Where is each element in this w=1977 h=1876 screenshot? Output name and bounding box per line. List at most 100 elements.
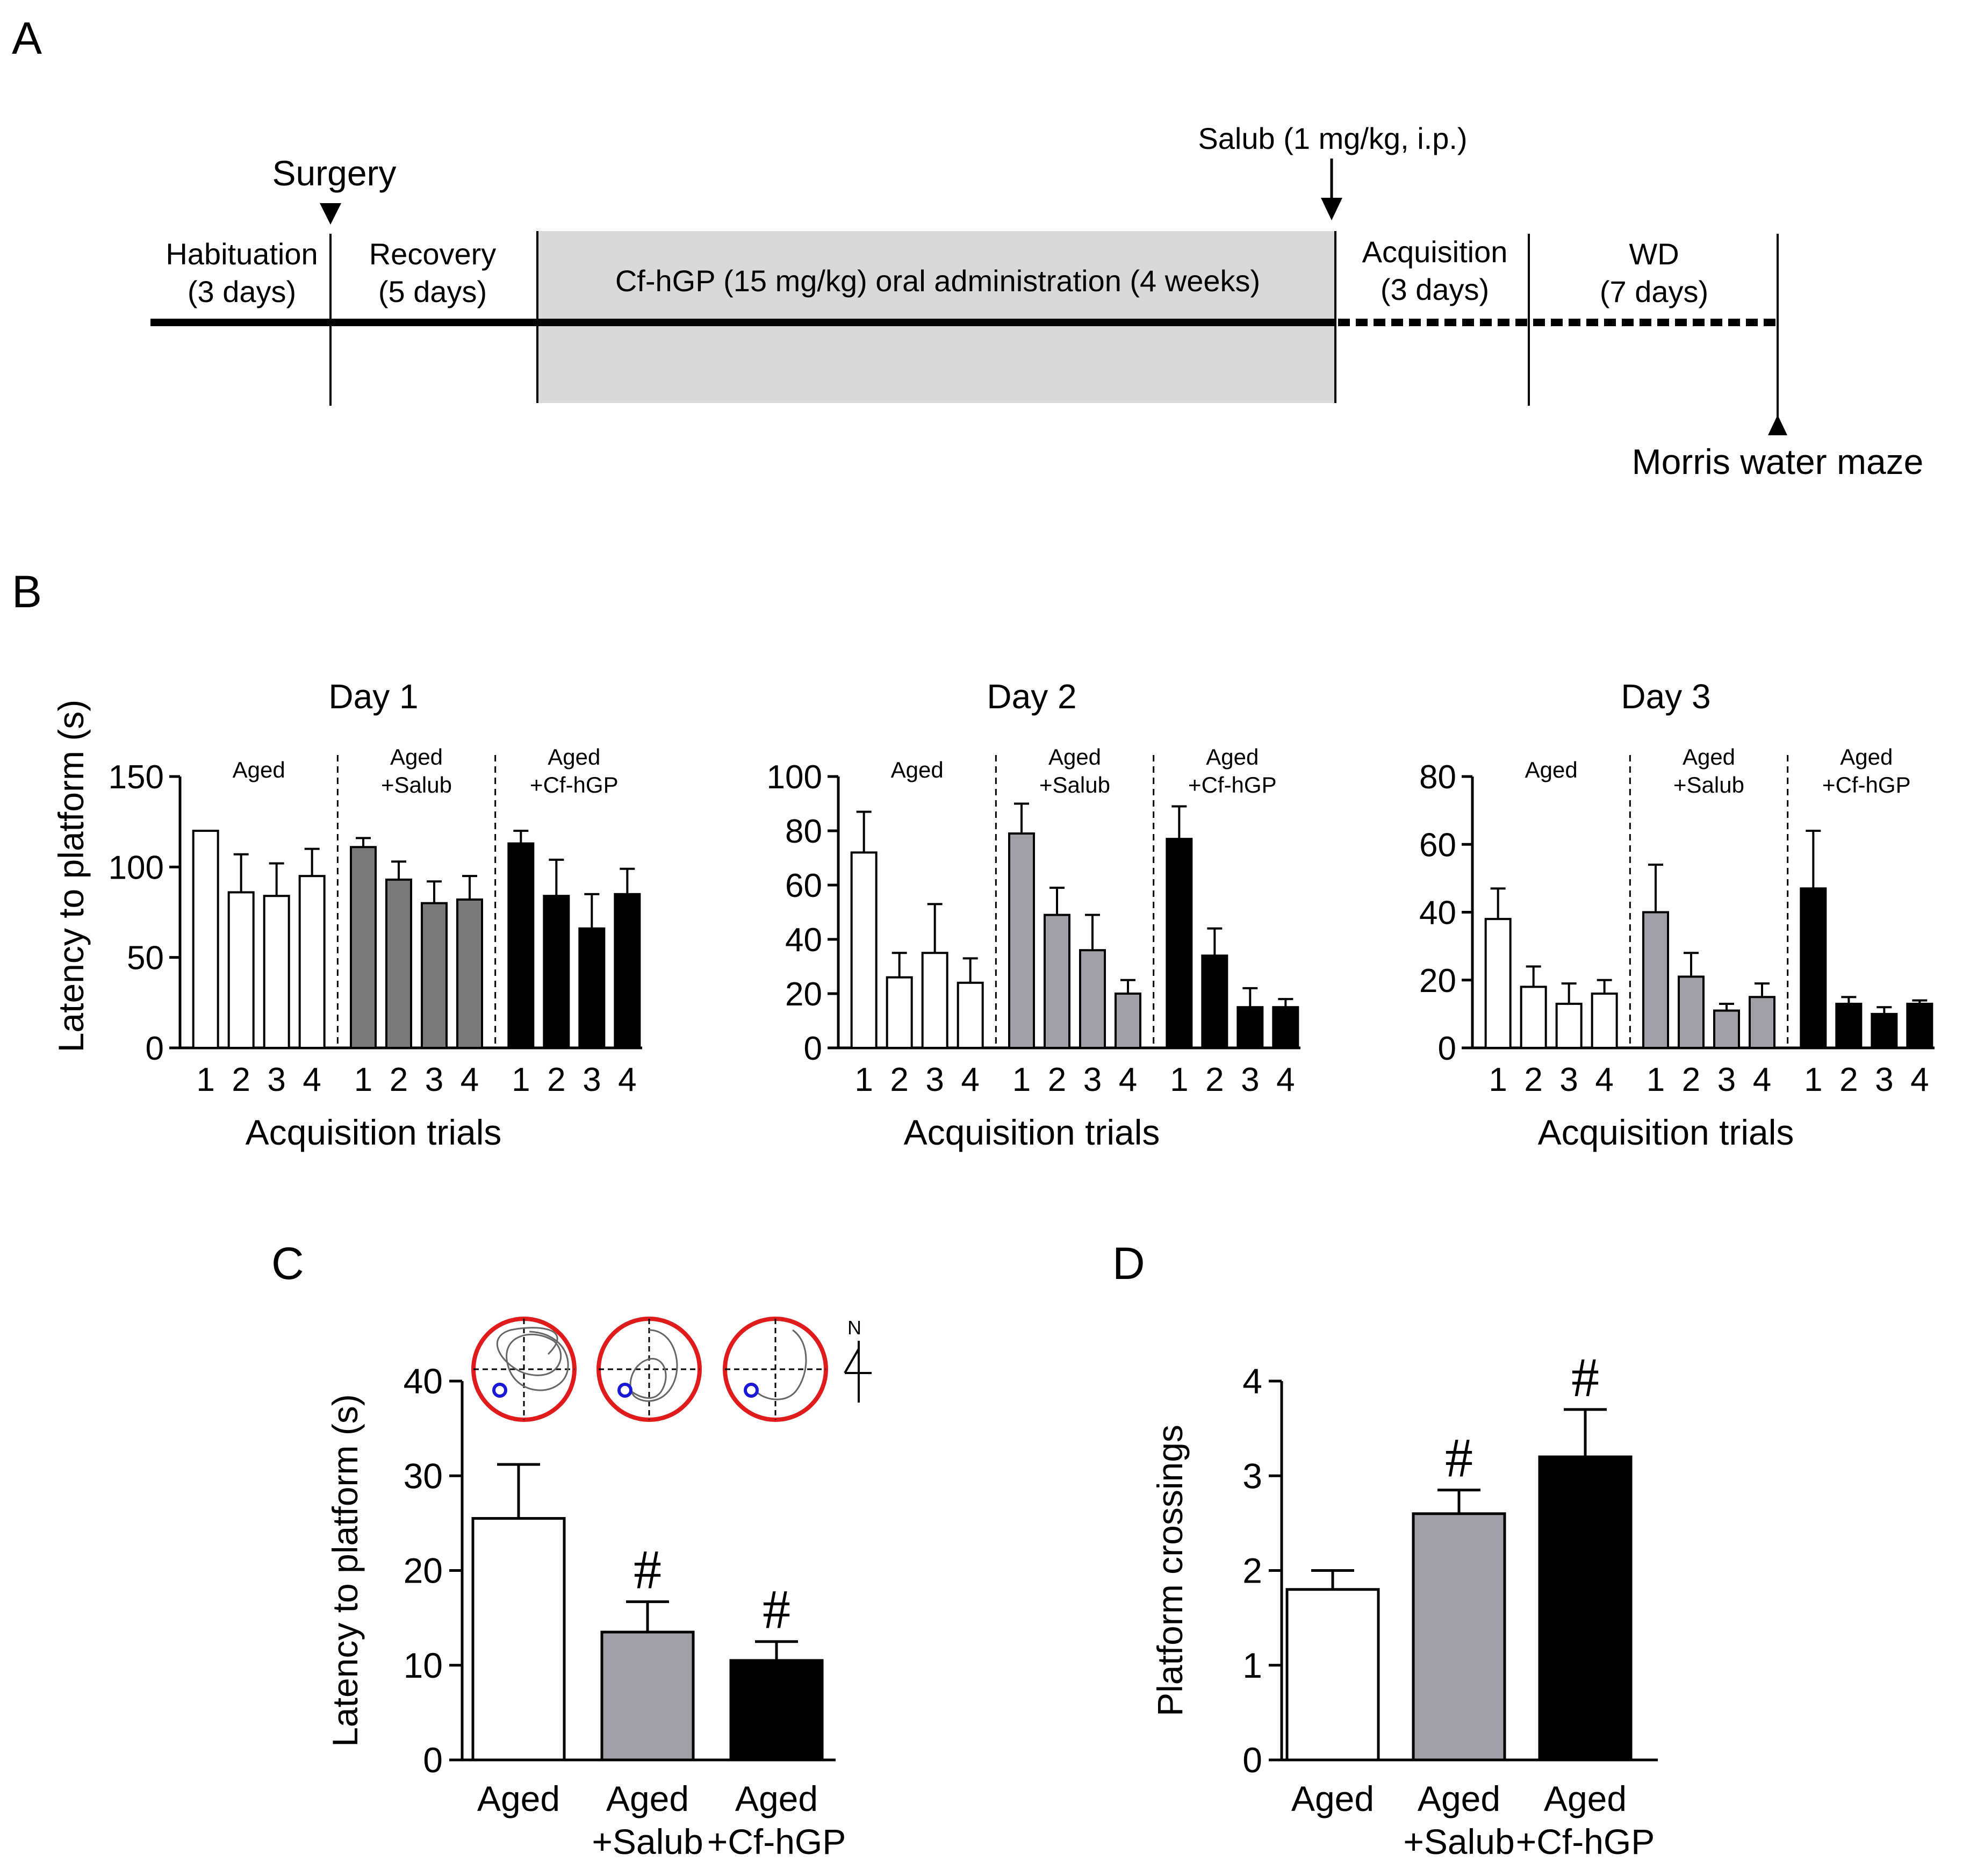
phase-wd-name: WD (1629, 237, 1679, 271)
bar (385, 878, 412, 1050)
bar (1520, 986, 1547, 1049)
platform-marker (744, 1383, 759, 1398)
bar (1835, 1002, 1863, 1049)
x-tick-label: Aged (1544, 1779, 1627, 1819)
x-tick-label: 3 (267, 1061, 285, 1098)
panel-b-y-axis-label: Latency to platform (s) (51, 700, 91, 1053)
panel-letter-d: D (1112, 1238, 1145, 1289)
bar (1800, 887, 1827, 1049)
x-tick-label: 1 (1647, 1061, 1665, 1098)
x-axis-label: Acquisition trials (1538, 1112, 1794, 1152)
bar (1713, 1009, 1740, 1049)
x-axis-label: Acquisition trials (904, 1112, 1160, 1152)
swim-path-salub (596, 1317, 702, 1422)
phase-wd-duration: (7 days) (1600, 275, 1708, 308)
x-tick-label: 1 (854, 1061, 873, 1098)
x-tick-label: 1 (512, 1061, 530, 1098)
x-tick-label: 4 (1753, 1061, 1771, 1098)
y-tick-label: 60 (1419, 826, 1456, 864)
x-tick-label: 2 (1205, 1061, 1224, 1098)
x-tick-label: 2 (1682, 1061, 1700, 1098)
compass-north-label: N (847, 1317, 861, 1339)
group-label: Aged (1840, 744, 1893, 770)
y-tick-label: 0 (146, 1030, 164, 1067)
bar (614, 893, 641, 1050)
x-tick-label: 4 (1276, 1061, 1295, 1098)
bar (1591, 993, 1618, 1049)
bar (471, 1517, 566, 1762)
significance-marker: # (1571, 1347, 1599, 1408)
x-tick-label: Aged (735, 1779, 818, 1819)
x-tick-label: 4 (461, 1061, 479, 1098)
x-tick-label: Aged (477, 1779, 560, 1819)
x-tick-label: 4 (303, 1061, 321, 1098)
x-tick-sublabel: +Salub (1403, 1822, 1514, 1861)
bar (192, 830, 219, 1049)
x-tick-label: Aged (1291, 1779, 1374, 1819)
bar (1166, 838, 1193, 1050)
x-tick-label: 1 (1170, 1061, 1188, 1098)
group-sublabel: +Cf-hGP (530, 772, 619, 797)
bar (1538, 1455, 1633, 1762)
y-tick-label: 150 (109, 759, 164, 796)
y-axis-label: Platform crossings (1150, 1425, 1190, 1716)
bar (578, 927, 606, 1050)
bar (1044, 914, 1070, 1050)
compass-pointer (844, 1348, 860, 1374)
bar (1678, 975, 1705, 1049)
bar (1412, 1512, 1506, 1762)
chart-title: Day 2 (987, 677, 1076, 716)
bar (886, 976, 913, 1049)
timeline: Surgery Salub (1 mg/kg, i.p.) Morris wat… (150, 121, 1923, 481)
mwm-arrow-icon (1768, 415, 1787, 435)
y-tick-label: 4 (1242, 1361, 1262, 1401)
chart-title: Day 1 (328, 677, 418, 716)
x-tick-label: Aged (1418, 1779, 1500, 1819)
bar (1906, 1002, 1933, 1049)
swim-path-cfhgp (723, 1317, 828, 1422)
bar (957, 981, 984, 1050)
bar (729, 1659, 824, 1762)
y-tick-label: 80 (1419, 759, 1456, 796)
bar (456, 898, 483, 1050)
x-tick-label: Aged (606, 1779, 689, 1819)
platform-marker (492, 1383, 507, 1398)
group-label: Aged (1048, 744, 1101, 770)
x-tick-sublabel: +Salub (592, 1822, 703, 1861)
y-tick-label: 50 (127, 940, 164, 977)
bar (1871, 1012, 1898, 1049)
group-sublabel: +Salub (381, 772, 452, 797)
phase-recovery-duration: (5 days) (378, 275, 487, 308)
phase-habituation-duration: (3 days) (188, 275, 296, 308)
surgery-arrow-icon (320, 203, 341, 225)
y-tick-label: 0 (1438, 1030, 1456, 1067)
y-tick-label: 60 (785, 867, 822, 904)
bar (298, 875, 326, 1049)
phase-acquisition-duration: (3 days) (1381, 272, 1489, 306)
x-tick-label: 1 (354, 1061, 372, 1098)
swim-path-trace (757, 1329, 807, 1400)
x-tick-label: 1 (1012, 1061, 1031, 1098)
y-tick-label: 80 (785, 813, 822, 850)
x-tick-label: 4 (1595, 1061, 1613, 1098)
group-sublabel: +Salub (1039, 772, 1110, 797)
x-tick-label: 3 (925, 1061, 944, 1098)
bar (350, 846, 377, 1050)
x-tick-label: 4 (1910, 1061, 1929, 1098)
bar (227, 891, 255, 1049)
y-tick-label: 10 (404, 1645, 443, 1685)
y-tick-label: 20 (404, 1551, 443, 1591)
bar (600, 1630, 695, 1762)
y-tick-label: 2 (1242, 1551, 1262, 1591)
x-tick-label: 2 (390, 1061, 408, 1098)
chart-probe-latency: 0 10 20 30 40 Latency to platform (s) Aged # Age… (325, 1361, 846, 1861)
swim-path-trace (496, 1327, 569, 1391)
group-label: Aged (548, 744, 600, 770)
bar (1749, 996, 1775, 1049)
y-tick-label: 40 (785, 922, 822, 959)
x-tick-label: 4 (618, 1061, 636, 1098)
